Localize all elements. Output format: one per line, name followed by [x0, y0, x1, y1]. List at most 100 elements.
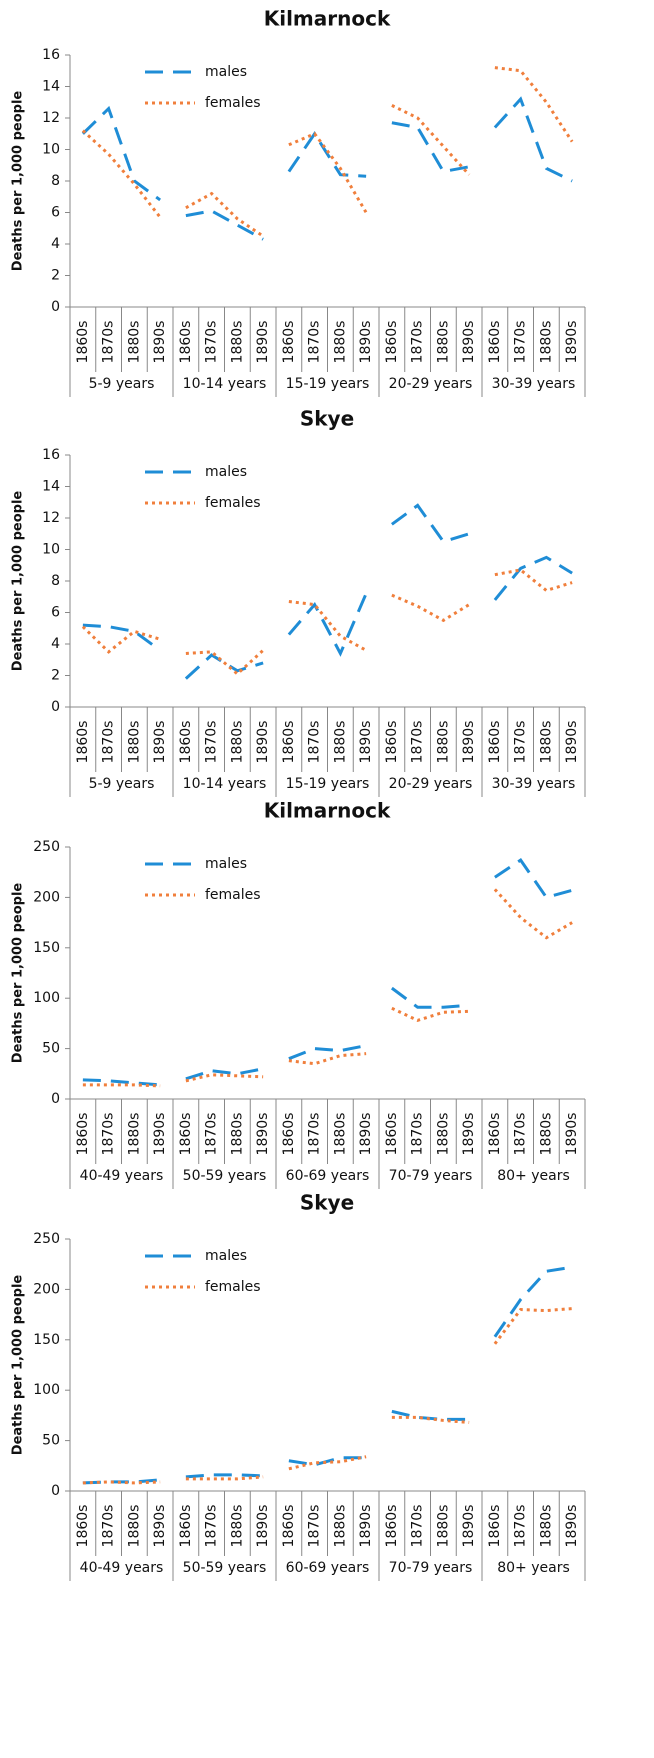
x-tick-label: 1890s	[358, 321, 374, 364]
x-tick-label: 1880s	[126, 1505, 142, 1548]
y-tick-label: 250	[33, 1231, 60, 1247]
series-line	[185, 1073, 264, 1083]
group-label: 20-29 years	[389, 776, 473, 792]
y-tick-label: 150	[33, 1332, 60, 1348]
series-line	[288, 1052, 367, 1066]
legend-label: males	[205, 1248, 247, 1264]
group-label: 30-39 years	[492, 776, 576, 792]
group-label: 40-49 years	[80, 1168, 164, 1184]
x-tick-label: 1870s	[101, 1505, 117, 1548]
group-label: 70-79 years	[389, 1168, 473, 1184]
legend-label: males	[205, 64, 247, 80]
x-tick-label: 1880s	[332, 321, 348, 364]
x-tick-label: 1860s	[384, 321, 400, 364]
x-tick-label: 1870s	[410, 1113, 426, 1156]
series-line	[494, 858, 573, 900]
x-tick-label: 1860s	[487, 1113, 503, 1156]
y-axis-label: Deaths per 1,000 people	[11, 491, 26, 672]
y-axis-label: Deaths per 1,000 people	[11, 883, 26, 1064]
x-tick-label: 1870s	[513, 1113, 529, 1156]
x-tick-label: 1890s	[461, 1113, 477, 1156]
x-tick-label: 1890s	[255, 321, 271, 364]
x-tick-label: 1870s	[513, 721, 529, 764]
x-tick-label: 1890s	[255, 1113, 271, 1156]
group-label: 80+ years	[497, 1168, 570, 1184]
y-tick-label: 50	[42, 1433, 60, 1449]
x-tick-label: 1890s	[358, 721, 374, 764]
x-tick-label: 1870s	[101, 321, 117, 364]
y-tick-label: 0	[51, 699, 60, 715]
legend-label: females	[205, 95, 261, 111]
x-tick-label: 1870s	[410, 1505, 426, 1548]
x-tick-label: 1890s	[255, 1505, 271, 1548]
x-tick-label: 1880s	[229, 1113, 245, 1156]
y-tick-label: 0	[51, 299, 60, 315]
group-label: 15-19 years	[286, 776, 370, 792]
series-line	[287, 593, 368, 657]
group-label: 60-69 years	[286, 1560, 370, 1576]
y-tick-label: 250	[33, 839, 60, 855]
chart-title: Kilmarnock	[264, 7, 391, 31]
x-tick-label: 1880s	[229, 1505, 245, 1548]
y-tick-label: 6	[51, 205, 60, 221]
x-tick-label: 1880s	[126, 1113, 142, 1156]
x-tick-label: 1890s	[564, 1505, 580, 1548]
legend-label: males	[205, 464, 247, 480]
y-tick-label: 100	[33, 990, 60, 1006]
group-label: 20-29 years	[389, 376, 473, 392]
legend-label: males	[205, 856, 247, 872]
series-line	[82, 623, 162, 652]
group-label: 70-79 years	[389, 1560, 473, 1576]
x-tick-label: 1890s	[564, 321, 580, 364]
x-tick-label: 1860s	[75, 1505, 91, 1548]
series-line	[391, 593, 470, 623]
group-label: 5-9 years	[89, 776, 155, 792]
legend-label: females	[205, 1279, 261, 1295]
group-label: 5-9 years	[89, 376, 155, 392]
series-line	[185, 191, 264, 238]
series-line	[493, 96, 573, 183]
x-tick-label: 1860s	[281, 1113, 297, 1156]
y-axis-label: Deaths per 1,000 people	[11, 1275, 26, 1456]
series-line	[185, 1475, 264, 1481]
x-tick-label: 1860s	[178, 721, 194, 764]
x-tick-label: 1880s	[332, 721, 348, 764]
series-line	[391, 1006, 470, 1022]
x-tick-label: 1870s	[307, 1113, 323, 1156]
group-label: 30-39 years	[492, 376, 576, 392]
x-tick-label: 1880s	[332, 1113, 348, 1156]
x-tick-label: 1880s	[435, 321, 451, 364]
x-tick-label: 1870s	[513, 321, 529, 364]
series-line	[82, 1478, 161, 1485]
x-tick-label: 1870s	[307, 321, 323, 364]
y-tick-label: 8	[51, 173, 60, 189]
x-tick-label: 1880s	[435, 1113, 451, 1156]
group-label: 15-19 years	[286, 376, 370, 392]
x-tick-label: 1860s	[178, 1505, 194, 1548]
series-line	[185, 649, 265, 676]
x-tick-label: 1860s	[75, 1113, 91, 1156]
group-label: 40-49 years	[80, 1560, 164, 1576]
x-tick-label: 1880s	[435, 721, 451, 764]
x-tick-label: 1890s	[255, 721, 271, 764]
x-tick-label: 1870s	[204, 1113, 220, 1156]
x-tick-label: 1880s	[229, 321, 245, 364]
x-tick-label: 1880s	[538, 1505, 554, 1548]
group-label: 60-69 years	[286, 1168, 370, 1184]
x-tick-label: 1870s	[204, 1505, 220, 1548]
series-line	[391, 104, 471, 176]
y-tick-label: 4	[51, 636, 60, 652]
series-line	[493, 888, 573, 940]
series-line	[390, 503, 470, 544]
y-tick-label: 12	[42, 510, 60, 526]
y-tick-label: 2	[51, 268, 60, 284]
legend-label: females	[205, 495, 261, 511]
x-tick-label: 1890s	[461, 721, 477, 764]
series-line	[493, 1307, 573, 1345]
chart-title: Skye	[300, 407, 354, 431]
series-line	[184, 653, 264, 680]
x-tick-label: 1860s	[75, 721, 91, 764]
series-line	[185, 1067, 264, 1081]
x-tick-label: 1870s	[410, 721, 426, 764]
